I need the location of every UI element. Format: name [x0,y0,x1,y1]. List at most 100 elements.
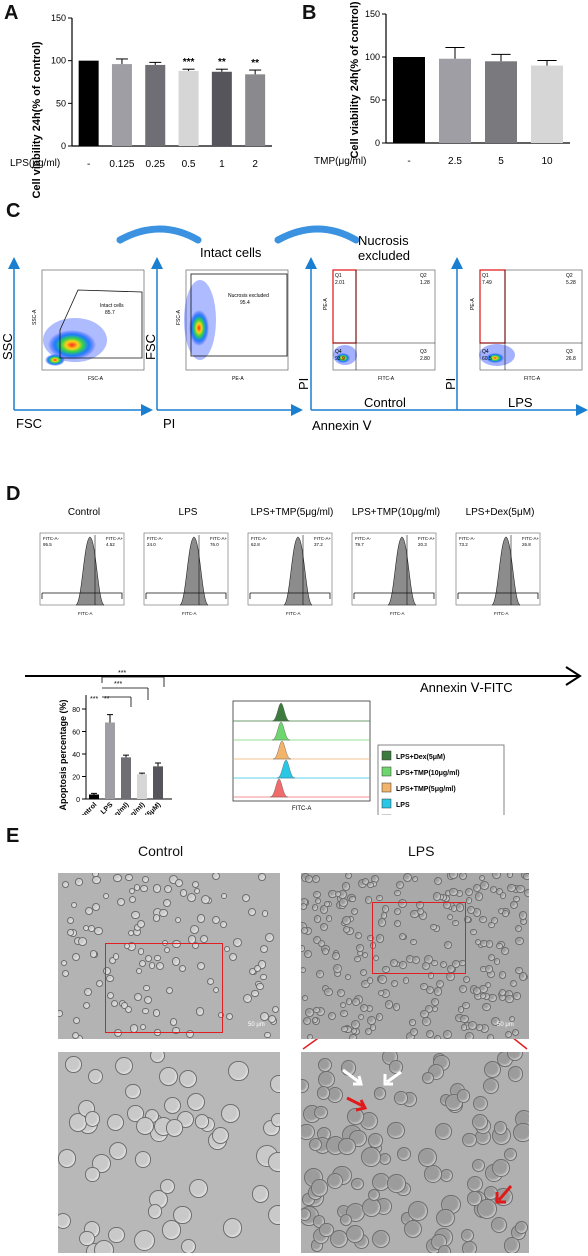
cell [345,973,352,980]
cell [227,1060,249,1082]
panel-b-xtick-label: 5 [498,156,504,167]
hist-right-name: FITC-A+ [522,536,539,541]
cell [350,1177,364,1191]
cell [442,1030,452,1039]
cell [507,883,516,893]
cell [515,936,524,946]
hist-left-value: 95.5 [43,542,52,547]
cell [257,960,267,969]
cell [452,919,459,927]
zoom-box-control [105,943,223,1033]
overlay-xlabel: FITC-A [292,806,311,812]
hist-right-value: 26.8 [522,542,531,547]
cell [58,1010,63,1017]
cell [341,882,351,891]
cell [515,884,525,894]
plot4-xaxis: FITC-A [524,376,541,382]
ctrl-q3: Q3 [420,349,427,355]
scale-bar-control: 50 μm [248,1022,265,1028]
hist-xaxis: FITC-A [286,611,301,616]
cell [264,1031,271,1039]
ctrl-q2-val: 1.28 [420,280,430,286]
cell [175,917,182,924]
cell [192,880,200,888]
cell [251,990,259,998]
cell [228,953,237,962]
panel-a-sig-label: ** [251,58,259,69]
cell [137,919,146,928]
cell [308,1137,322,1151]
cell [199,935,208,943]
cell [392,1003,401,1011]
cell [442,901,451,910]
cell [165,1119,184,1137]
cell [188,1178,209,1199]
cell [149,1052,165,1064]
cell [504,1030,513,1039]
cell [268,1015,277,1024]
cell [472,1096,489,1112]
cell [364,1028,373,1036]
lps-q4-val: 60.5 [482,356,492,362]
panel-a-xtick-label: 0.25 [146,159,166,170]
panel-b-bar [485,61,517,143]
cell [169,1018,178,1026]
cell [94,926,103,936]
gate-necrosis-value: 95.4 [240,300,250,306]
cell [337,988,346,997]
cell [181,1238,197,1253]
cell [144,996,153,1004]
cell [427,972,435,979]
hist-left-value: 62.8 [251,542,260,547]
cell [387,1121,405,1140]
hist-gate [41,592,123,599]
hist-gate [457,592,539,599]
cell [322,947,330,956]
cell [372,954,380,962]
lps-q3-val: 26.8 [566,356,576,362]
cell [172,1026,181,1035]
cell [395,880,405,890]
cell [328,1012,337,1021]
cell [504,1148,518,1162]
cell [115,1056,134,1075]
hist-right-name: FITC-A+ [314,536,331,541]
cell [433,892,442,901]
cell [348,1033,357,1039]
cell [407,1200,428,1221]
annexin-label: Annexin Ⅴ [312,418,372,433]
hist-left-name: FITC-A- [43,536,59,541]
cell [475,892,484,901]
plot2-yaxis: FSC-A [176,309,182,325]
cell [220,892,228,900]
cell [476,1024,483,1031]
overlay-histogram: FITC-A [232,700,371,812]
cell [505,994,514,1004]
cell [160,1178,176,1194]
cell [402,873,412,882]
cell [304,949,313,959]
cell [108,1227,125,1244]
cell [373,1087,386,1100]
cell [467,906,476,915]
cell [421,961,431,971]
panel-a-bar [78,60,99,146]
cell [390,979,398,987]
cell [92,875,101,885]
hist-left-name: FITC-A- [147,536,163,541]
cell [477,1199,497,1219]
cell [85,907,94,916]
cell [429,923,437,931]
cell [319,922,328,931]
hist-left-value: 73.2 [459,542,468,547]
cell [206,977,214,985]
cell [327,1172,343,1189]
cell [310,1179,329,1197]
panel-a-xtick-label: 0.125 [109,159,134,170]
cell [66,916,75,925]
panel-b-xtick-label: - [407,156,410,167]
plot1-yaxis: SSC-A [32,309,38,325]
cell [163,899,171,908]
cell [124,1083,141,1100]
cell [127,930,134,937]
